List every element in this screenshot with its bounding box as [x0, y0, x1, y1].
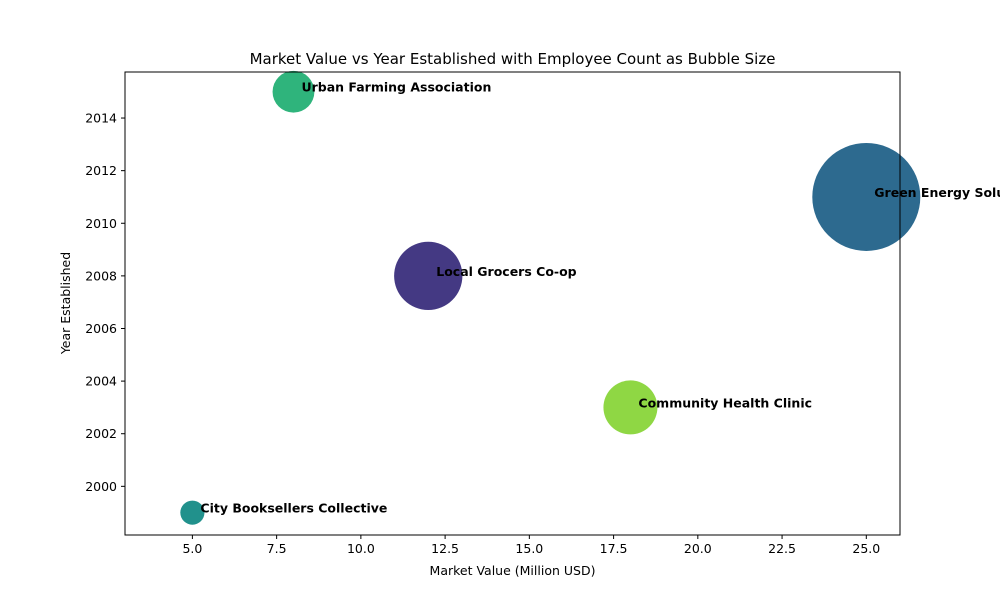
- x-tick-label: 17.5: [600, 541, 628, 556]
- y-axis-ticks: 2000 2002 2004 2006 2008 2010 2012 2014: [85, 111, 125, 494]
- x-tick-label: 25.0: [852, 541, 880, 556]
- x-tick-label: 22.5: [768, 541, 796, 556]
- plot-frame: [124, 71, 901, 536]
- bubble-label: Urban Farming Association: [301, 80, 491, 95]
- bubble-label: Local Grocers Co-op: [436, 264, 576, 279]
- bubble: [272, 70, 315, 113]
- bubble-label: City Booksellers Collective: [200, 501, 387, 516]
- bubble: [180, 500, 205, 525]
- x-tick-label: 7.5: [267, 541, 287, 556]
- bubbles-layer: [180, 70, 921, 525]
- chart-title: Market Value vs Year Established with Em…: [250, 50, 776, 68]
- bubble: [812, 142, 921, 251]
- y-tick-label: 2000: [85, 479, 117, 494]
- x-axis-ticks: 5.0 7.5 10.0 12.5 15.0 17.5 20.0 22.5 25.0: [182, 535, 880, 556]
- y-tick-label: 2008: [85, 268, 117, 283]
- x-tick-label: 10.0: [347, 541, 375, 556]
- y-tick-label: 2014: [85, 111, 117, 126]
- x-tick-label: 20.0: [684, 541, 712, 556]
- y-tick-label: 2002: [85, 426, 117, 441]
- x-tick-label: 15.0: [515, 541, 543, 556]
- x-tick-label: 12.5: [431, 541, 459, 556]
- x-axis-label: Market Value (Million USD): [430, 563, 596, 578]
- bubble: [394, 241, 463, 311]
- x-tick-label: 5.0: [182, 541, 202, 556]
- y-tick-label: 2010: [85, 216, 117, 231]
- bubble-label: Green Energy Solutions: [874, 185, 1000, 200]
- y-tick-label: 2004: [85, 374, 117, 389]
- point-labels-layer: Local Grocers Co-op Green Energy Solution…: [200, 80, 1000, 516]
- y-tick-label: 2012: [85, 163, 117, 178]
- bubble: [603, 380, 658, 435]
- y-axis-label: Year Established: [58, 252, 73, 355]
- y-tick-label: 2006: [85, 321, 117, 336]
- bubble-label: Community Health Clinic: [638, 395, 812, 410]
